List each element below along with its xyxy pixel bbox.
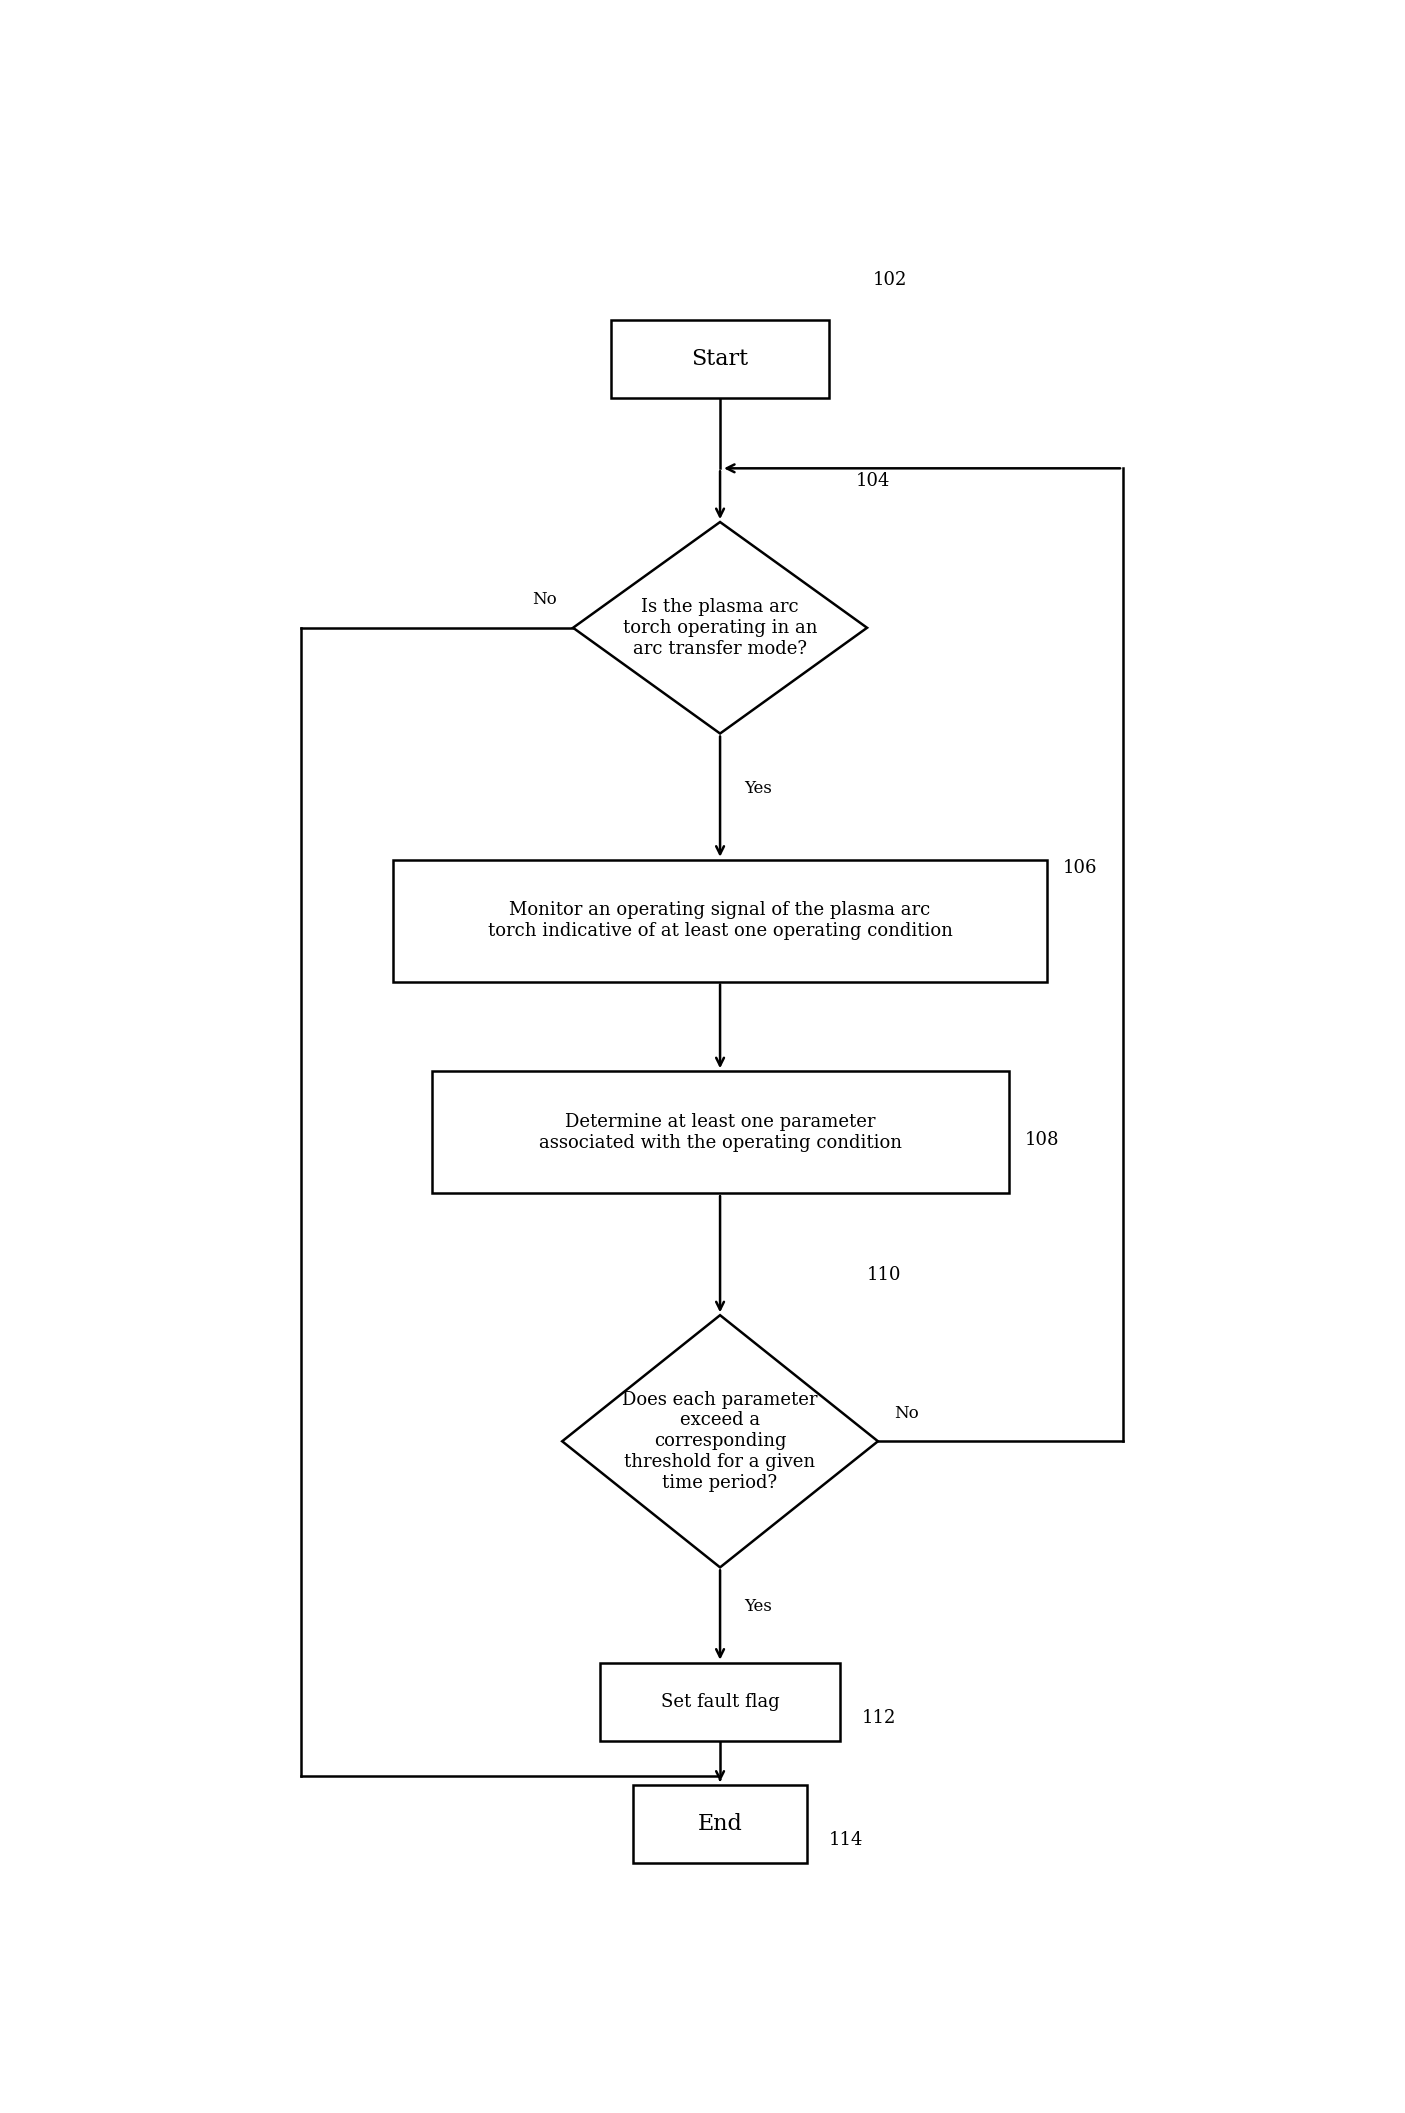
Text: 112: 112 <box>861 1709 896 1726</box>
Text: Does each parameter
exceed a
corresponding
threshold for a given
time period?: Does each parameter exceed a correspondi… <box>622 1390 818 1492</box>
Text: Determine at least one parameter
associated with the operating condition: Determine at least one parameter associa… <box>538 1114 902 1152</box>
Text: Set fault flag: Set fault flag <box>660 1693 780 1712</box>
Bar <box>431 1071 1009 1194</box>
Bar <box>632 1785 806 1864</box>
Text: Start: Start <box>691 349 749 370</box>
Text: 114: 114 <box>829 1830 863 1849</box>
Text: No: No <box>532 592 556 609</box>
Text: 102: 102 <box>873 270 906 289</box>
Text: 106: 106 <box>1064 858 1097 877</box>
Bar <box>611 321 829 399</box>
Bar <box>600 1663 840 1741</box>
Polygon shape <box>562 1314 878 1568</box>
Text: Is the plasma arc
torch operating in an
arc transfer mode?: Is the plasma arc torch operating in an … <box>622 598 818 657</box>
Text: 110: 110 <box>867 1266 902 1283</box>
Text: 104: 104 <box>856 473 891 490</box>
Text: End: End <box>698 1813 742 1834</box>
Text: Monitor an operating signal of the plasma arc
torch indicative of at least one o: Monitor an operating signal of the plasm… <box>488 902 953 940</box>
Polygon shape <box>573 522 867 733</box>
Bar <box>393 860 1047 983</box>
Text: Yes: Yes <box>745 780 771 797</box>
Text: No: No <box>895 1405 919 1422</box>
Text: Yes: Yes <box>745 1597 771 1614</box>
Text: 108: 108 <box>1026 1130 1059 1149</box>
